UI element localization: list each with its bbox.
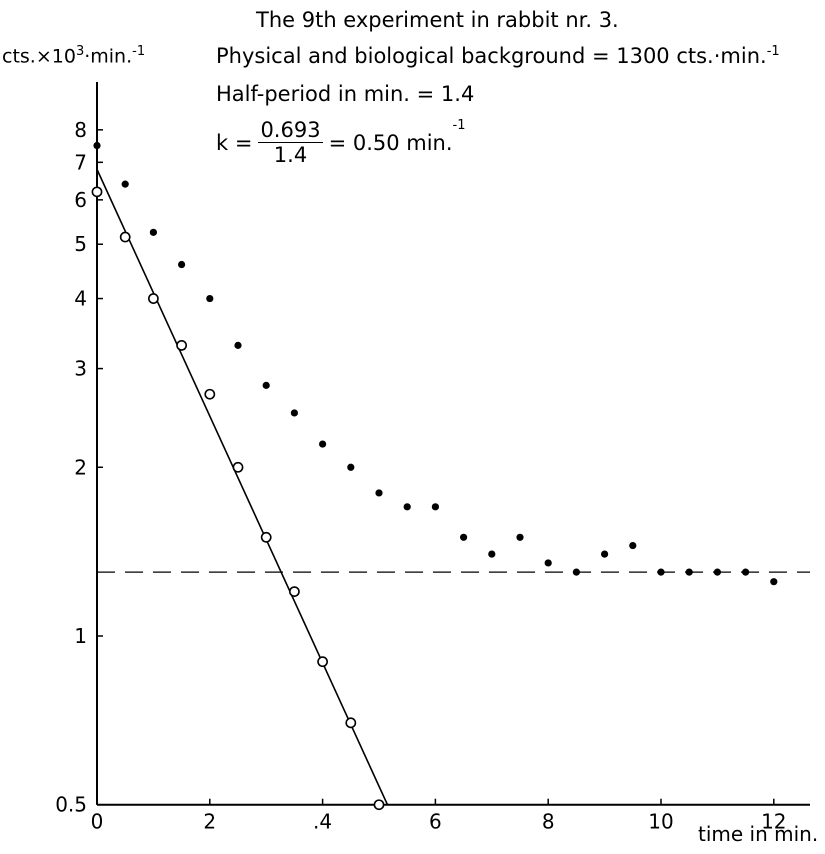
background-text: Physical and biological background = 130… [216,44,767,68]
chart-title: The 9th experiment in rabbit nr. 3. [256,8,619,32]
corrected-count-point [345,717,357,729]
chart-axes [96,82,810,806]
total-count-point [375,489,383,497]
x-tick-label: 2 [203,810,216,834]
y-tick-label: 7 [74,150,87,174]
corrected-count-point [91,186,103,198]
total-count-point [544,559,552,567]
total-count-point [685,568,693,576]
k-sup: -1 [452,118,466,133]
x-tick-label: 12 [761,810,786,834]
y-tick-label: 4 [74,287,87,311]
background-sup: -1 [766,44,780,59]
half-period-text: Half-period in min. = 1.4 [216,82,475,106]
y-axis-label-text: cts.×10 [2,45,76,68]
total-count-point [742,568,750,576]
x-axis-label-text: time in min. [698,822,819,846]
y-axis-label-sup: 3 [75,44,85,59]
chart-points [91,141,778,811]
corrected-count-point [176,339,187,351]
corrected-count-point [288,586,300,598]
k-denominator: 1.4 [273,143,308,167]
y-axis-label: cts.×103·min.-1 [2,44,145,67]
y-tick-label: 2 [74,455,87,479]
total-count-point [431,503,439,511]
total-count-point [460,533,468,541]
total-count-point [629,541,637,550]
half-period-annotation: Half-period in min. = 1.4 [216,82,474,106]
x-tick-label: 0 [91,810,104,834]
total-count-point [262,381,270,389]
corrected-count-point [232,461,244,473]
y-tick-label: 3 [74,357,87,381]
total-count-point [290,409,298,417]
total-count-point [713,568,722,576]
chart-lines [96,169,810,806]
total-count-point [234,341,242,349]
corrected-count-point [204,388,216,400]
corrected-count-point [373,799,385,811]
background-annotation: Physical and biological background = 130… [216,44,780,68]
corrected-count-point [317,656,328,668]
fit-line [96,169,389,806]
y-tick-label: 5 [74,232,87,256]
k-fraction: 0.693 1.4 [258,118,323,167]
x-tick-label: 8 [542,810,555,834]
total-count-point [121,180,129,188]
y-tick-label: 6 [74,188,87,212]
y-tick-label: 0.5 [55,793,87,817]
total-count-point [93,141,101,150]
x-tick-label: 6 [429,810,442,834]
total-count-point [601,550,609,558]
rate-constant-annotation: k = 0.693 1.4 = 0.50 min. -1 [216,118,466,167]
k-rhs: = 0.50 min. [328,130,453,155]
x-tick-label: .4 [313,810,332,834]
total-count-point [488,550,496,558]
total-count-point [206,294,214,303]
total-count-point [403,503,411,511]
x-tick-label: 10 [648,810,673,834]
total-count-point [572,568,581,576]
k-lhs: k = [216,130,253,155]
total-count-point [149,228,157,236]
chart-title-text: The 9th experiment in rabbit nr. 3. [256,8,619,32]
corrected-count-point [119,231,131,243]
total-count-point [347,463,355,471]
corrected-count-point [147,293,159,304]
y-axis-unit-sup: -1 [132,44,146,59]
total-count-point [319,440,327,448]
x-axis-label: time in min. [698,822,818,846]
corrected-count-point [260,531,272,543]
total-count-point [770,578,778,586]
k-numerator: 0.693 [258,118,323,143]
total-count-point [657,568,665,576]
y-tick-label: 1 [74,624,87,648]
total-count-point [516,533,524,541]
y-tick-label: 8 [74,118,87,142]
total-count-point [178,260,186,269]
y-axis-unit: ·min. [84,45,133,68]
